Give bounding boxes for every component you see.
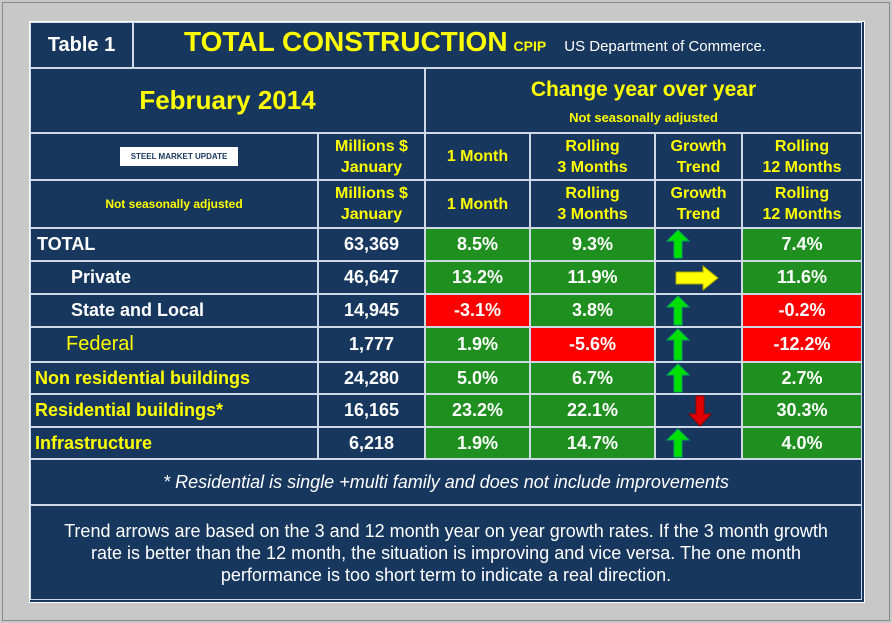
arrow-up: [666, 363, 690, 393]
column-header: Growth Trend: [655, 133, 742, 180]
column-header: Millions $ January: [318, 180, 425, 228]
row-label: Residential buildings*: [30, 394, 318, 427]
value-cell: 7.4%: [742, 228, 862, 261]
trend-cell: [655, 327, 742, 362]
footnote: * Residential is single +multi family an…: [30, 459, 862, 505]
value-cell: 63,369: [318, 228, 425, 261]
value-cell: 5.0%: [425, 362, 530, 394]
value-cell: 6.7%: [530, 362, 655, 394]
value-cell: -0.2%: [742, 294, 862, 327]
value-cell: 11.9%: [530, 261, 655, 294]
change-cell: Change year over year Not seasonally adju…: [425, 68, 862, 133]
value-cell: 46,647: [318, 261, 425, 294]
column-header: 1 Month: [425, 133, 530, 180]
value-cell: 1.9%: [425, 327, 530, 362]
value-cell: 8.5%: [425, 228, 530, 261]
value-cell: 3.8%: [530, 294, 655, 327]
title: TOTAL CONSTRUCTION: [184, 26, 508, 57]
row-label: Non residential buildings: [30, 362, 318, 394]
value-cell: -3.1%: [425, 294, 530, 327]
row-note: Not seasonally adjusted: [30, 180, 318, 228]
value-cell: 6,218: [318, 427, 425, 459]
arrow-up: [666, 428, 690, 458]
value-cell: 4.0%: [742, 427, 862, 459]
title-suffix: CPIP: [513, 38, 547, 54]
arrow-up: [666, 229, 690, 259]
value-cell: 16,165: [318, 394, 425, 427]
column-header: Growth Trend: [655, 180, 742, 228]
table-label: Table 1: [30, 22, 133, 68]
value-cell: 30.3%: [742, 394, 862, 427]
trend-cell: [655, 228, 742, 261]
trend-cell: [655, 294, 742, 327]
period: February 2014: [30, 68, 425, 133]
arrow-down: [688, 395, 712, 427]
value-cell: 24,280: [318, 362, 425, 394]
column-header: Rolling 12 Months: [742, 133, 862, 180]
value-cell: 14.7%: [530, 427, 655, 459]
value-cell: 2.7%: [742, 362, 862, 394]
row-label: Federal: [30, 327, 318, 362]
value-cell: 9.3%: [530, 228, 655, 261]
row-label: Private: [30, 261, 318, 294]
change-subheading: Not seasonally adjusted: [569, 110, 718, 125]
arrow-up: [666, 295, 690, 326]
title-cell: TOTAL CONSTRUCTION CPIP US Department of C…: [133, 22, 862, 68]
value-cell: 14,945: [318, 294, 425, 327]
value-cell: -12.2%: [742, 327, 862, 362]
value-cell: -5.6%: [530, 327, 655, 362]
arrow-right: [675, 265, 719, 291]
column-header: Rolling 3 Months: [530, 180, 655, 228]
change-heading: Change year over year: [530, 78, 757, 101]
logo: STEEL MARKET UPDATE: [30, 133, 318, 180]
trend-cell: [655, 362, 742, 394]
row-label: Infrastructure: [30, 427, 318, 459]
value-cell: 23.2%: [425, 394, 530, 427]
column-header: Millions $ January: [318, 133, 425, 180]
value-cell: 1.9%: [425, 427, 530, 459]
column-header: 1 Month: [425, 180, 530, 228]
column-header: Rolling 12 Months: [742, 180, 862, 228]
value-cell: 11.6%: [742, 261, 862, 294]
value-cell: 22.1%: [530, 394, 655, 427]
column-header: Rolling 3 Months: [530, 133, 655, 180]
arrow-up: [666, 328, 690, 361]
row-label: TOTAL: [30, 228, 318, 261]
row-label: State and Local: [30, 294, 318, 327]
value-cell: 13.2%: [425, 261, 530, 294]
trend-cell: [655, 427, 742, 459]
trend-note: Trend arrows are based on the 3 and 12 m…: [30, 505, 862, 600]
source: US Department of Commerce.: [564, 38, 766, 55]
value-cell: 1,777: [318, 327, 425, 362]
